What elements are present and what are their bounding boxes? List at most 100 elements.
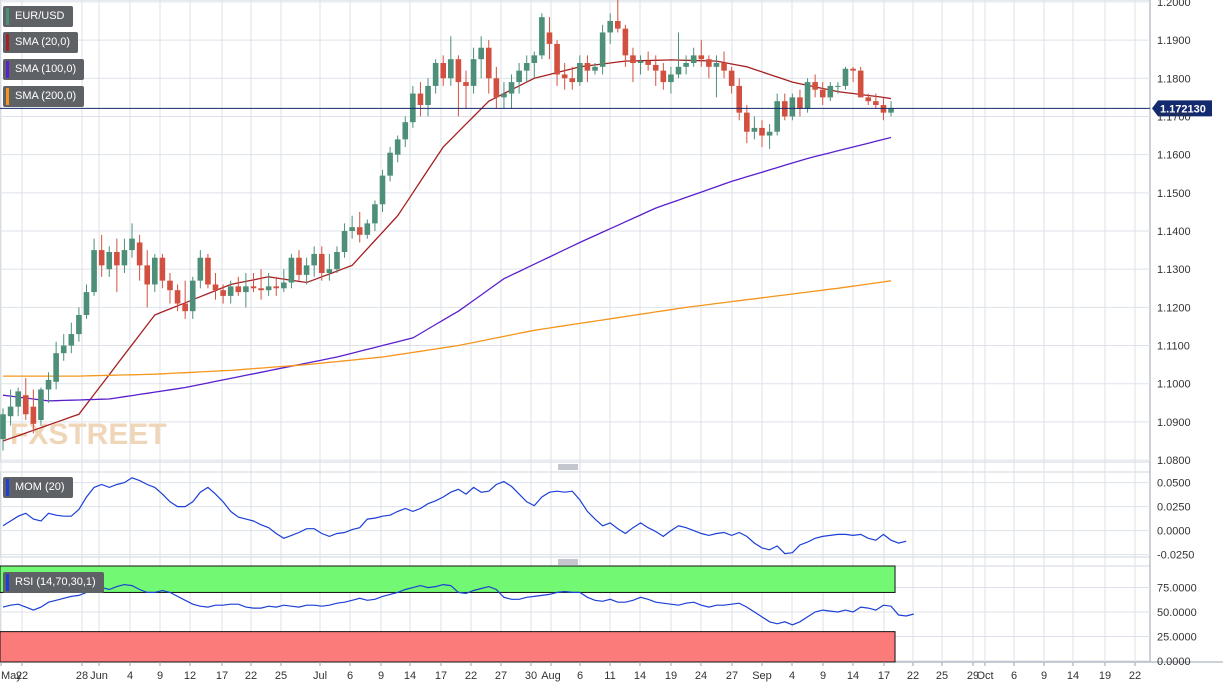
price-axis-tick-label: 1.1800 — [1157, 73, 1191, 85]
price-axis-tick-label: 1.2000 — [1157, 0, 1191, 9]
momentum-axis-tick-label: 0.0250 — [1157, 502, 1191, 514]
candle-body-bearish — [273, 286, 280, 289]
candle-body-bearish — [205, 257, 211, 285]
candle-body-bullish — [45, 379, 52, 390]
candle-body-bullish — [675, 66, 682, 75]
candle-body-bullish — [577, 63, 583, 83]
x-tick-label: 22 — [907, 670, 919, 682]
candle-body-bullish — [508, 82, 515, 94]
x-tick-label: 6 — [1011, 670, 1017, 682]
legend-sma200[interactable]: SMA (200,0) — [3, 86, 85, 107]
candle-body-bearish — [417, 93, 424, 105]
candle-body-bullish — [303, 265, 310, 275]
candle-body-bearish — [797, 97, 803, 109]
legend-sma20-label: SMA (20,0) — [15, 36, 71, 48]
candle-body-bearish — [645, 61, 651, 65]
candle-body-bullish — [53, 353, 59, 382]
x-tick-label: Aug — [541, 670, 561, 682]
x-tick-label: 22 — [1129, 670, 1141, 682]
x-tick-label: Jun — [90, 670, 108, 682]
x-tick-label: 19 — [1099, 670, 1111, 682]
sma100-line — [2, 136, 892, 402]
legend-sma100[interactable]: SMA (100,0) — [3, 59, 85, 80]
candle-body-bearish — [622, 28, 629, 56]
candle-body-bullish — [83, 292, 90, 315]
candle-body-bearish — [569, 78, 576, 83]
candle-body-bullish — [60, 345, 67, 354]
candle-body-bearish — [561, 74, 568, 79]
candle-body-bearish — [819, 89, 826, 98]
candle-body-bearish — [463, 82, 469, 86]
x-tick-label: 27 — [726, 670, 738, 682]
price-axis-tick-label: 1.1200 — [1157, 302, 1191, 314]
legend-sma20-swatch — [6, 34, 9, 51]
x-tick-label: 25 — [275, 670, 287, 682]
candle-body-bullish — [7, 406, 14, 417]
candle-body-bullish — [683, 63, 689, 67]
x-tick-label: 4 — [127, 670, 133, 682]
candle-body-bullish — [637, 61, 644, 63]
sma20-line — [2, 59, 892, 442]
candle-body-bullish — [189, 280, 196, 312]
candle-body-bearish — [744, 112, 750, 132]
candle-body-bullish — [379, 175, 386, 205]
x-tick-label: 14 — [634, 670, 646, 682]
watermark-street: STREET — [48, 418, 166, 451]
candle-body-bullish — [888, 108, 894, 113]
candle-body-bearish — [182, 303, 188, 312]
rsi-axis-tick-label: 25.0000 — [1157, 632, 1197, 644]
legend-rsi[interactable]: RSI (14,70,30,1) — [3, 572, 104, 593]
fxstreet-watermark: FXSTREET — [10, 418, 167, 451]
candle-body-bullish — [281, 282, 287, 289]
candle-body-bearish — [159, 257, 166, 281]
candle-body-bullish — [334, 252, 340, 270]
candle-body-bullish — [15, 391, 21, 407]
candle-body-bullish — [804, 82, 811, 109]
candle-body-bearish — [136, 242, 143, 266]
candle-body-bearish — [455, 59, 462, 83]
candle-body-bullish — [76, 315, 82, 335]
candle-body-bullish — [91, 250, 97, 293]
x-tick-label: May — [1, 670, 22, 682]
x-tick-label: 14 — [404, 670, 416, 682]
legend-rsi-swatch — [6, 574, 9, 591]
candle-body-bullish — [265, 286, 272, 291]
legend-sma20[interactable]: SMA (20,0) — [3, 32, 79, 53]
price-axis-tick-label: 1.1000 — [1157, 379, 1191, 391]
candle-body-bullish — [599, 32, 606, 67]
candle-body-bearish — [98, 250, 105, 266]
legend-momentum[interactable]: MOM (20) — [3, 477, 73, 498]
candle-body-bearish — [296, 257, 302, 275]
x-tick-label: 9 — [1041, 670, 1047, 682]
last-price-label: 1.172130 — [1160, 103, 1206, 115]
x-tick-label: 22 — [16, 670, 28, 682]
candle-body-bullish — [523, 63, 530, 71]
price-axis-tick-label: 1.0900 — [1157, 417, 1191, 429]
candle-body-bullish — [766, 131, 773, 136]
candle-body-bearish — [630, 55, 636, 63]
candle-body-bearish — [235, 286, 242, 293]
x-tick-label: Oct — [976, 670, 993, 682]
x-tick-label: 17 — [216, 670, 228, 682]
momentum-line — [2, 477, 907, 555]
candle-body-bearish — [554, 43, 560, 75]
candle-body-bearish — [614, 21, 621, 29]
x-tick-label: Sep — [752, 670, 772, 682]
candle-body-bullish — [539, 17, 545, 56]
last-price-tag — [1152, 100, 1212, 117]
candle-body-bullish — [592, 66, 598, 71]
candle-body-bearish — [485, 47, 492, 79]
x-tick-label: 12 — [184, 670, 196, 682]
x-tick-label: 6 — [347, 670, 353, 682]
candle-body-bearish — [698, 55, 705, 60]
x-tick-label: 29 — [967, 670, 979, 682]
legend-eurusd[interactable]: EUR/USD — [3, 6, 73, 27]
candle-body-bullish — [668, 74, 674, 83]
legend-momentum-label: MOM (20) — [15, 481, 65, 493]
candle-body-bullish — [789, 97, 796, 117]
candle-body-bearish — [30, 406, 37, 424]
price-axis-tick-label: 1.1400 — [1157, 226, 1191, 238]
candle-body-bearish — [318, 253, 325, 273]
candle-body-bearish — [258, 288, 264, 291]
candle-body-bearish — [736, 85, 743, 113]
